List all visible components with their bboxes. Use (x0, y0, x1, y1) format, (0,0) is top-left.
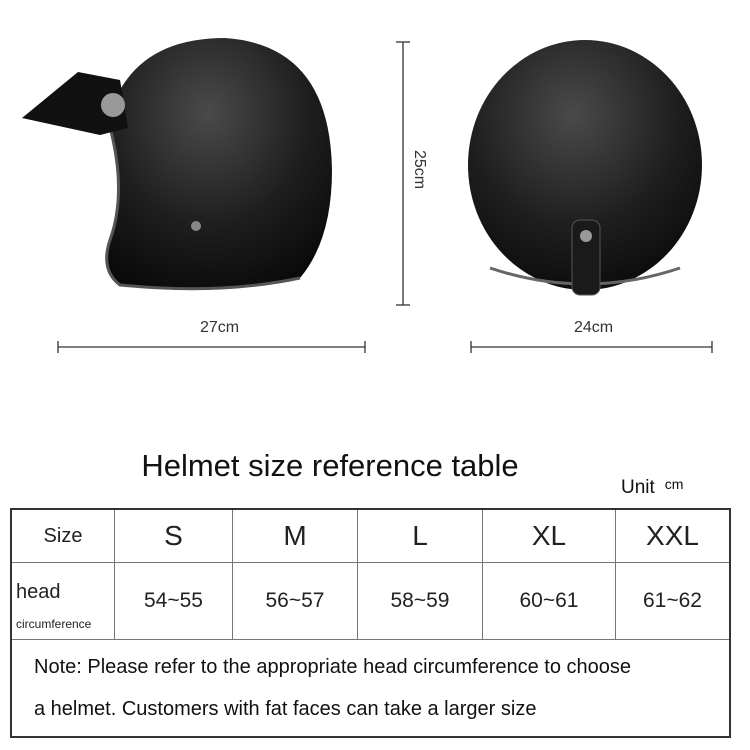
width-label: 24cm (574, 319, 614, 336)
row-label-sub: circumference (16, 617, 92, 631)
value-cell: 54~55 (114, 562, 233, 640)
table-title: Helmet size reference table (141, 448, 519, 483)
value-cell: 58~59 (357, 562, 483, 640)
helmet-rear-view (468, 40, 702, 296)
unit-label: Unit cm (621, 476, 683, 499)
header-cell: XXL (615, 508, 731, 563)
note-row: Note: Please refer to the appropriate he… (10, 639, 731, 738)
header-cell: S (114, 508, 233, 563)
dimension-lines (57, 41, 713, 353)
value-cell: 61~62 (615, 562, 731, 640)
helmet-illustrations (22, 38, 713, 353)
row-label-main: head (16, 581, 61, 603)
unit-value: cm (664, 476, 684, 492)
size-table: Size S M L XL XXL head circumference 54~5… (10, 508, 731, 738)
note-line-2: a helmet. Customers with fat faces can t… (34, 698, 537, 720)
helmet-side-view (22, 38, 333, 291)
note-line-1: Note: Please refer to the appropriate he… (34, 656, 632, 678)
note-cell: Note: Please refer to the appropriate he… (10, 639, 731, 738)
value-cell: 60~61 (482, 562, 616, 640)
row-label: head circumference (10, 562, 115, 640)
header-cell: Size (10, 508, 115, 563)
table-row: head circumference 54~55 56~57 58~59 60~6… (10, 562, 731, 640)
header-cell: XL (482, 508, 616, 563)
table-header-row: Size S M L XL XXL (10, 508, 731, 563)
height-label: 25cm (411, 150, 428, 190)
value-cell: 56~57 (232, 562, 358, 640)
depth-label: 27cm (200, 319, 240, 336)
unit-text: Unit (621, 477, 655, 498)
header-cell: L (357, 508, 483, 563)
header-cell: M (232, 508, 358, 563)
